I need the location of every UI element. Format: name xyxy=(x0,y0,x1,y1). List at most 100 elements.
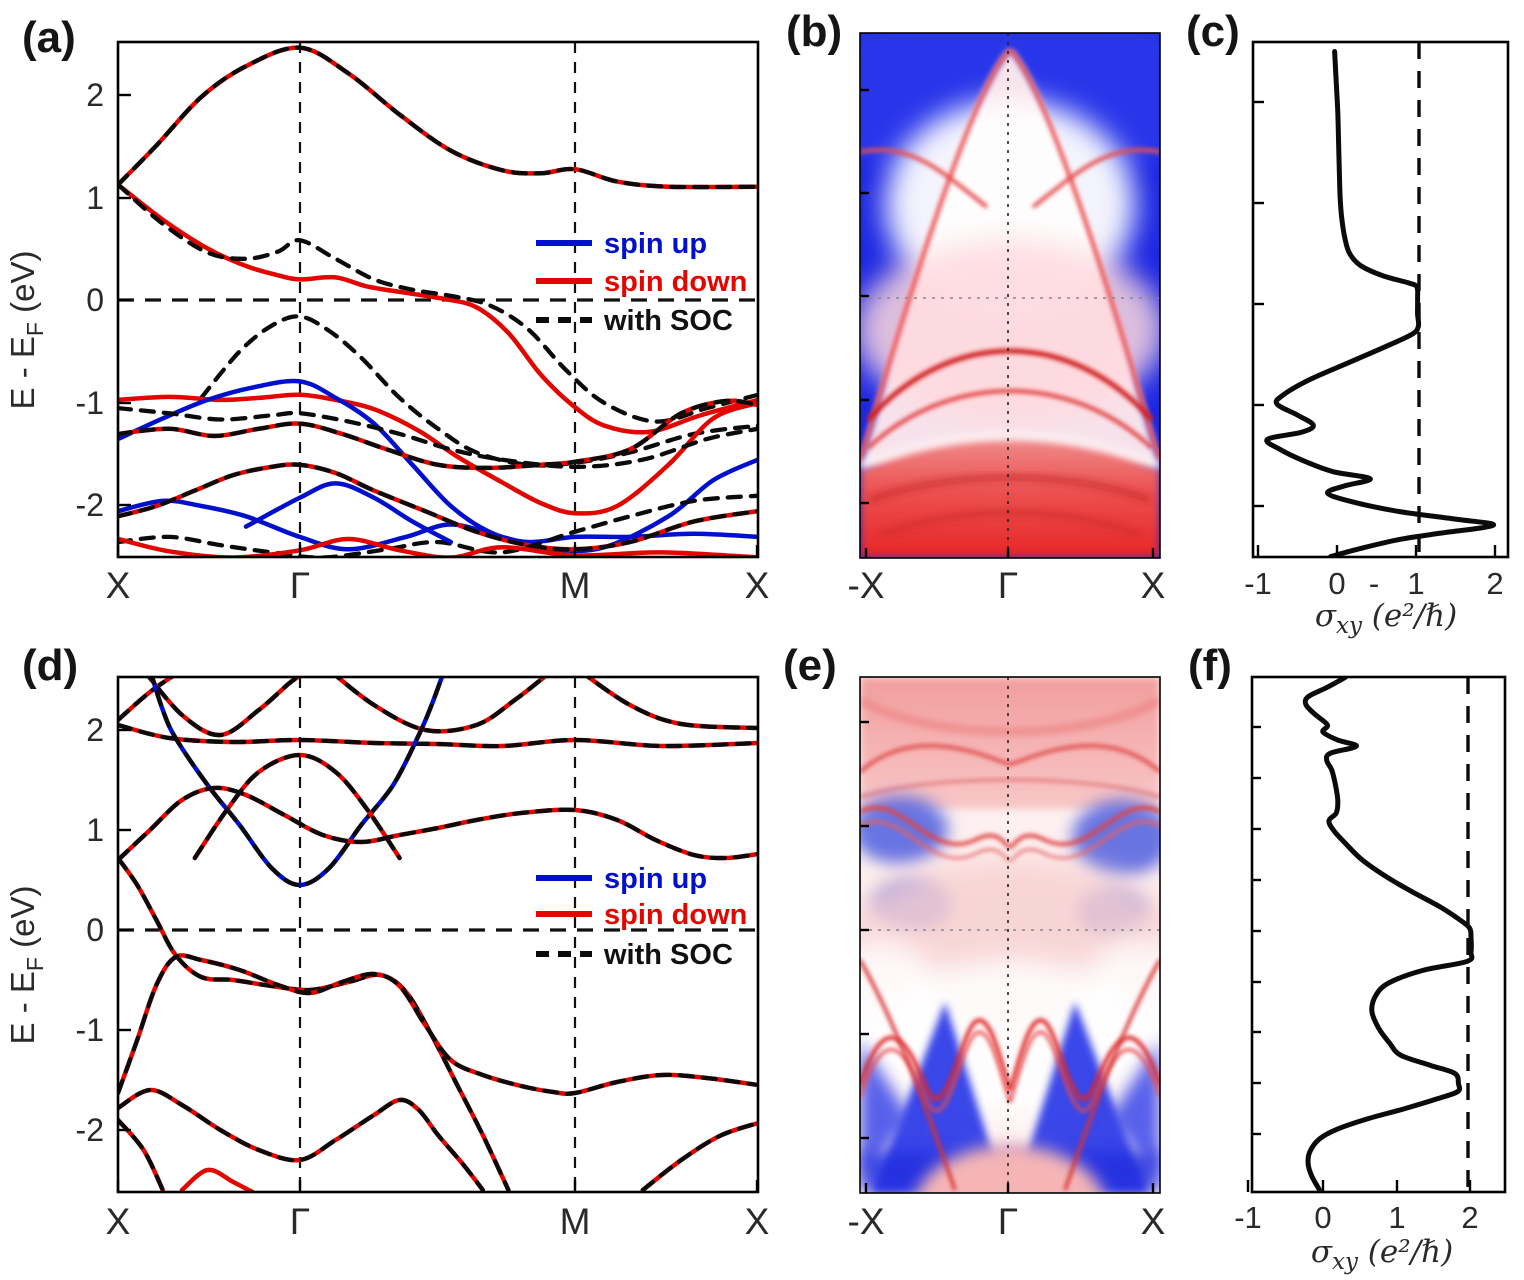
panel-c: -1 0-1 2 (c) σxy (e²/ℏ) xyxy=(1186,7,1510,639)
band-d-24 xyxy=(179,1167,255,1192)
band-d-17 xyxy=(118,855,511,1192)
tick-label: 0 xyxy=(1314,1200,1331,1235)
panel-label-a: (a) xyxy=(22,13,76,62)
tick-label: 1 xyxy=(1407,566,1424,601)
band-d-9 xyxy=(584,677,758,731)
tick-label: X xyxy=(1141,565,1166,606)
tick-label: 2 xyxy=(86,712,104,748)
band-d-11 xyxy=(149,677,445,888)
tick-label: X xyxy=(745,1201,770,1242)
band-a-1 xyxy=(118,45,758,190)
band-d-16 xyxy=(118,855,511,1192)
band-d-19 xyxy=(118,953,758,1096)
bands-d xyxy=(118,677,758,1192)
axes-box-e xyxy=(859,676,1161,1194)
band-a-11 xyxy=(118,462,758,552)
band-a-6 xyxy=(118,378,758,545)
band-a-7 xyxy=(118,457,758,554)
panel-label-d: (d) xyxy=(22,641,78,690)
tick-label: -1 xyxy=(1234,1200,1262,1235)
ticks-e: -X Γ X xyxy=(848,720,1166,1242)
legend-d: spin up spin down with SOC xyxy=(536,863,747,971)
band-a-4 xyxy=(199,314,758,468)
sigma-xy-curve-f xyxy=(1302,677,1475,1192)
band-a-13 xyxy=(118,493,758,557)
sigma-axis-label-f: σxy (e²/ℏ) xyxy=(1311,1234,1453,1275)
ticks-f: -1 0 1 2 xyxy=(1234,725,1479,1235)
y-axis-label-d: E - EF (eV) xyxy=(4,886,48,1045)
tick-label: Γ xyxy=(290,1201,310,1242)
legend-label-spin-up: spin up xyxy=(604,228,707,260)
band-d-7 xyxy=(334,677,548,734)
band-d-13 xyxy=(192,752,402,861)
tick-label: 1 xyxy=(86,180,104,216)
band-a-14 xyxy=(243,481,454,545)
tick-label: X xyxy=(106,565,131,606)
tick-label: 2 xyxy=(1486,566,1503,601)
band-a-15 xyxy=(118,536,758,557)
tick-label: M xyxy=(560,1201,591,1242)
band-a-0 xyxy=(118,45,758,190)
ticks-d: 2 1 0 -1 -2 X Γ M X xyxy=(76,712,770,1242)
sigma-xy-curve-c xyxy=(1264,49,1496,557)
tick-label: M xyxy=(560,565,591,606)
band-d-21 xyxy=(118,1087,485,1192)
bands-a xyxy=(118,45,758,557)
heatmap-e-art xyxy=(860,677,1160,1193)
sigma-axis-label-c: σxy (e²/ℏ) xyxy=(1315,598,1457,639)
tick-label: -1 xyxy=(76,1012,104,1048)
band-a-9 xyxy=(118,398,758,471)
band-d-23 xyxy=(118,1117,165,1192)
panel-d: 2 1 0 -1 -2 X Γ M X (d) E - EF (eV) spin up spin… xyxy=(4,641,769,1242)
tick-label: 1 xyxy=(1388,1200,1405,1235)
axes-box-d xyxy=(116,675,760,1194)
band-d-5 xyxy=(146,677,302,738)
tick-label: 2 xyxy=(86,77,104,113)
tick-label: Γ xyxy=(998,1201,1018,1242)
tick-label: X xyxy=(1141,1201,1166,1242)
axes-box-c xyxy=(1251,40,1510,559)
ticks-a: 2 1 0 -1 -2 X Γ M X xyxy=(76,77,770,606)
band-d-3 xyxy=(118,677,176,723)
tick-label: X xyxy=(745,565,770,606)
y-axis-label-a: E - EF (eV) xyxy=(4,251,48,410)
panel-label-c: (c) xyxy=(1186,7,1240,56)
tick-label: 0 xyxy=(86,282,104,318)
tick-label: Γ xyxy=(290,565,310,606)
legend-label-spin-down: spin down xyxy=(604,266,747,298)
panel-e: -X Γ X (e) xyxy=(783,641,1166,1242)
ticks-b: -X Γ X xyxy=(848,88,1166,606)
tick-label: -X xyxy=(848,565,885,606)
panel-f: -1 0 1 2 (f) σxy (e²/ℏ) xyxy=(1188,641,1507,1275)
tick-label: 0 xyxy=(1328,566,1345,601)
panel-label-b: (b) xyxy=(786,7,842,56)
tick-label: -2 xyxy=(76,1112,104,1148)
tick-label: - xyxy=(1369,566,1379,601)
tick-label: 1 xyxy=(86,812,104,848)
band-d-26 xyxy=(640,1120,758,1192)
panel-b: -X Γ X (b) xyxy=(786,7,1166,606)
legend-label-soc-d: with SOC xyxy=(603,939,733,971)
band-a-3 xyxy=(118,182,758,424)
tick-label: 0 xyxy=(86,912,104,948)
band-d-14 xyxy=(118,785,758,863)
legend-label-soc: with SOC xyxy=(603,305,733,337)
tick-label: -1 xyxy=(76,385,104,421)
band-a-12 xyxy=(118,406,758,470)
tick-label: Γ xyxy=(998,565,1018,606)
tick-label: -1 xyxy=(1244,566,1272,601)
sigma-curve-f xyxy=(1302,677,1475,1192)
legend-label-spin-down-d: spin down xyxy=(604,899,747,931)
ticks-c: -1 0-1 2 xyxy=(1244,100,1504,601)
tick-label: 2 xyxy=(1461,1200,1478,1235)
tick-label: -X xyxy=(848,1201,885,1242)
heatmap-b-art xyxy=(860,33,1160,558)
tick-label: X xyxy=(106,1201,131,1242)
panel-a: 2 1 0 -1 -2 X Γ M X (a) E - EF (eV) spin up spin… xyxy=(4,13,769,606)
band-a-2 xyxy=(118,182,758,435)
sigma-curve-c xyxy=(1264,49,1496,557)
legend-a: spin up spin down with SOC xyxy=(536,228,747,337)
panel-label-e: (e) xyxy=(783,641,837,690)
